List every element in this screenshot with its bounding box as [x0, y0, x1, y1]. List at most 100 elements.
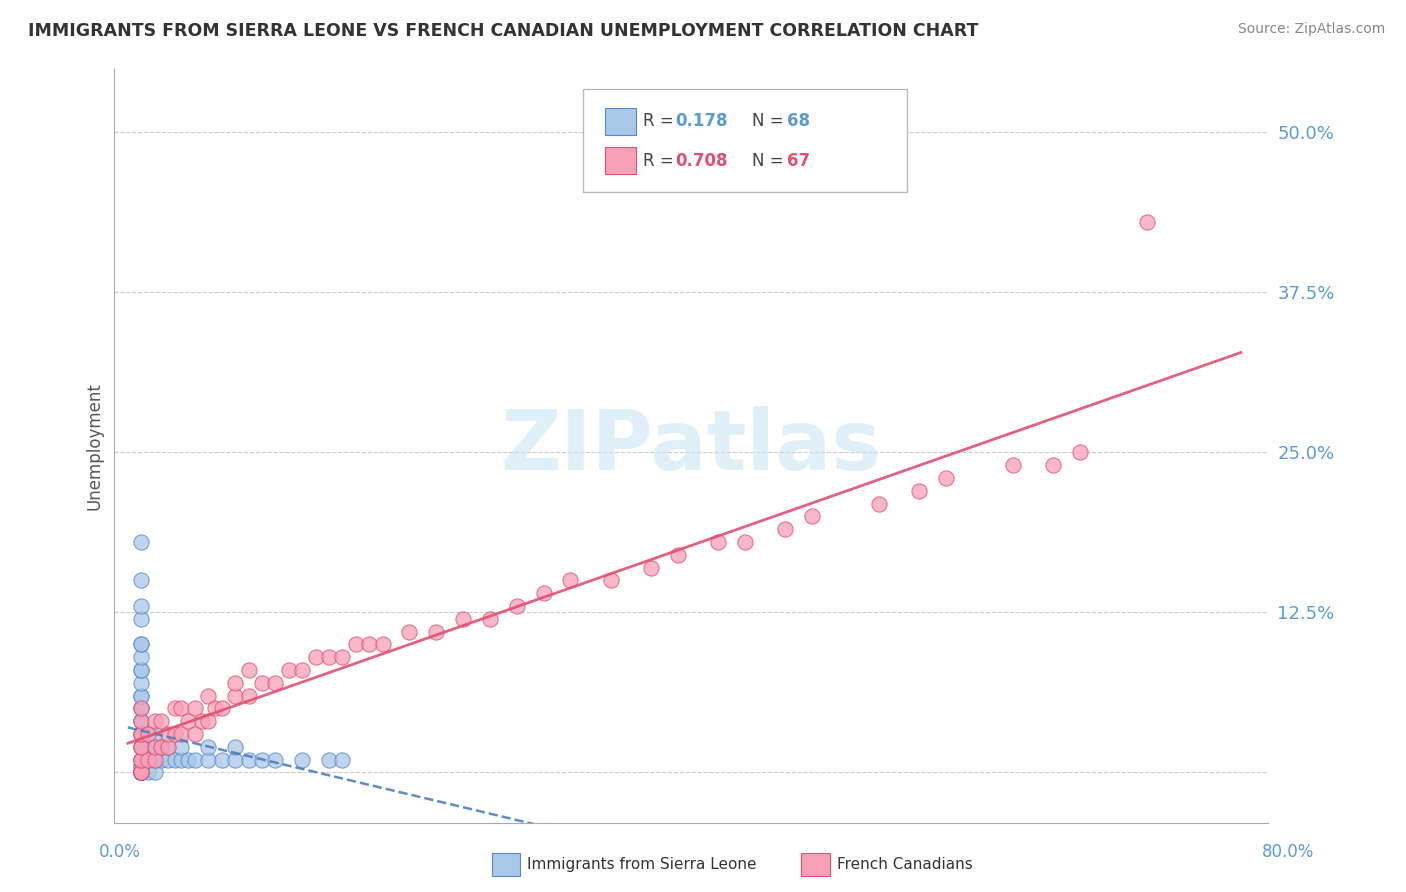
Point — [129, 765, 152, 780]
Point — [129, 714, 152, 728]
Point — [398, 624, 420, 639]
Point — [129, 701, 152, 715]
Y-axis label: Unemployment: Unemployment — [86, 382, 103, 510]
Point — [318, 650, 340, 665]
Point — [1001, 458, 1024, 473]
Point — [773, 522, 796, 536]
Point — [250, 675, 273, 690]
Point — [129, 727, 152, 741]
Point — [291, 752, 314, 766]
Point — [129, 765, 152, 780]
Point — [129, 599, 152, 613]
Point — [150, 739, 173, 754]
Point — [129, 701, 152, 715]
Point — [129, 663, 152, 677]
Point — [935, 471, 957, 485]
Point — [129, 739, 152, 754]
Point — [250, 752, 273, 766]
Point — [190, 714, 212, 728]
Point — [734, 535, 756, 549]
Text: N =: N = — [752, 152, 789, 169]
Point — [143, 752, 166, 766]
Point — [129, 765, 152, 780]
Point — [136, 765, 159, 780]
Point — [129, 714, 152, 728]
Point — [1042, 458, 1064, 473]
Point — [143, 765, 166, 780]
Point — [129, 765, 152, 780]
Point — [129, 727, 152, 741]
Point — [143, 739, 166, 754]
Point — [224, 752, 246, 766]
Point — [163, 752, 186, 766]
Point — [129, 765, 152, 780]
Point — [143, 752, 166, 766]
Point — [359, 637, 381, 651]
Point — [908, 483, 931, 498]
Point — [129, 759, 152, 773]
Point — [129, 765, 152, 780]
Point — [666, 548, 689, 562]
Point — [150, 714, 173, 728]
Text: R =: R = — [643, 112, 679, 130]
Point — [478, 612, 501, 626]
Point — [143, 727, 166, 741]
Point — [129, 727, 152, 741]
Point — [129, 574, 152, 588]
Point — [451, 612, 474, 626]
Text: ZIPatlas: ZIPatlas — [501, 406, 882, 486]
Point — [129, 650, 152, 665]
Point — [224, 689, 246, 703]
Point — [129, 689, 152, 703]
Point — [560, 574, 582, 588]
Point — [136, 752, 159, 766]
Point — [129, 752, 152, 766]
Point — [157, 739, 180, 754]
Point — [150, 739, 173, 754]
Point — [238, 663, 260, 677]
Point — [136, 739, 159, 754]
Text: 0.178: 0.178 — [675, 112, 727, 130]
Point — [129, 765, 152, 780]
Point — [129, 765, 152, 780]
Point — [238, 689, 260, 703]
Point — [238, 752, 260, 766]
Point — [143, 714, 166, 728]
Point — [197, 739, 219, 754]
Point — [129, 752, 152, 766]
Point — [129, 637, 152, 651]
Point — [800, 509, 823, 524]
Point — [224, 675, 246, 690]
Point — [129, 727, 152, 741]
Point — [425, 624, 447, 639]
Text: Immigrants from Sierra Leone: Immigrants from Sierra Leone — [527, 857, 756, 871]
Point — [129, 675, 152, 690]
Text: Source: ZipAtlas.com: Source: ZipAtlas.com — [1237, 22, 1385, 37]
Point — [197, 689, 219, 703]
Point — [184, 727, 207, 741]
Text: 80.0%: 80.0% — [1263, 843, 1315, 861]
Point — [136, 752, 159, 766]
Point — [129, 765, 152, 780]
Point — [129, 765, 152, 780]
Text: 68: 68 — [787, 112, 810, 130]
Point — [129, 714, 152, 728]
Point — [640, 560, 662, 574]
Point — [163, 701, 186, 715]
Point — [129, 752, 152, 766]
Point — [129, 765, 152, 780]
Point — [224, 739, 246, 754]
Point — [1069, 445, 1091, 459]
Text: 0.708: 0.708 — [675, 152, 727, 169]
Point — [506, 599, 529, 613]
Point — [170, 752, 193, 766]
Point — [264, 675, 287, 690]
Point — [129, 752, 152, 766]
Point — [707, 535, 730, 549]
Point — [157, 752, 180, 766]
Point — [129, 701, 152, 715]
Point — [304, 650, 326, 665]
Point — [170, 727, 193, 741]
Point — [129, 739, 152, 754]
Point — [129, 689, 152, 703]
